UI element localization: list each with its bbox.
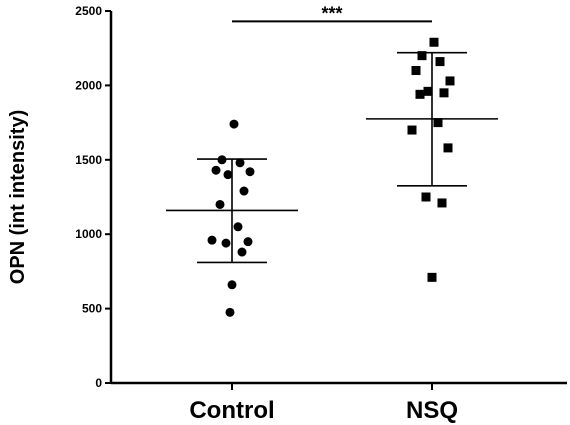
series-control <box>166 119 298 317</box>
data-marks: *** <box>166 3 498 317</box>
y-tick-label: 1500 <box>75 153 102 167</box>
data-point <box>239 186 249 196</box>
y-tick-label: 2000 <box>75 78 102 92</box>
data-point <box>229 119 239 129</box>
data-point <box>215 199 225 209</box>
data-point <box>427 272 437 282</box>
data-point <box>243 237 253 247</box>
axes: 0 500 1000 1500 2000 2500 Control NSQ <box>75 4 567 424</box>
significance-label: *** <box>321 3 342 23</box>
y-tick-label: 0 <box>95 376 102 390</box>
data-point <box>445 76 455 86</box>
data-point <box>225 307 235 317</box>
series-nsq <box>366 37 498 282</box>
data-point <box>227 280 237 290</box>
data-point <box>235 158 245 168</box>
data-point <box>207 235 217 245</box>
y-axis-title: OPN (int intensity) <box>7 110 29 284</box>
data-point <box>223 170 233 180</box>
data-point <box>417 51 427 61</box>
data-point <box>245 167 255 177</box>
data-point <box>411 66 421 76</box>
x-category-label: Control <box>189 397 274 424</box>
data-point <box>237 247 247 257</box>
data-point <box>439 88 449 98</box>
data-point <box>437 198 447 208</box>
data-point <box>407 125 417 135</box>
data-point <box>429 37 439 47</box>
data-point <box>443 143 453 153</box>
x-category-label: NSQ <box>406 397 458 424</box>
data-point <box>421 192 431 202</box>
data-point <box>415 89 425 99</box>
data-point <box>433 118 443 128</box>
data-point <box>423 86 433 96</box>
data-point <box>221 238 231 248</box>
y-tick-label: 1000 <box>75 227 102 241</box>
y-tick-label: 2500 <box>75 4 102 18</box>
y-tick-label: 500 <box>82 302 102 316</box>
data-point <box>211 165 221 175</box>
data-point <box>233 222 243 232</box>
data-point <box>435 57 445 67</box>
